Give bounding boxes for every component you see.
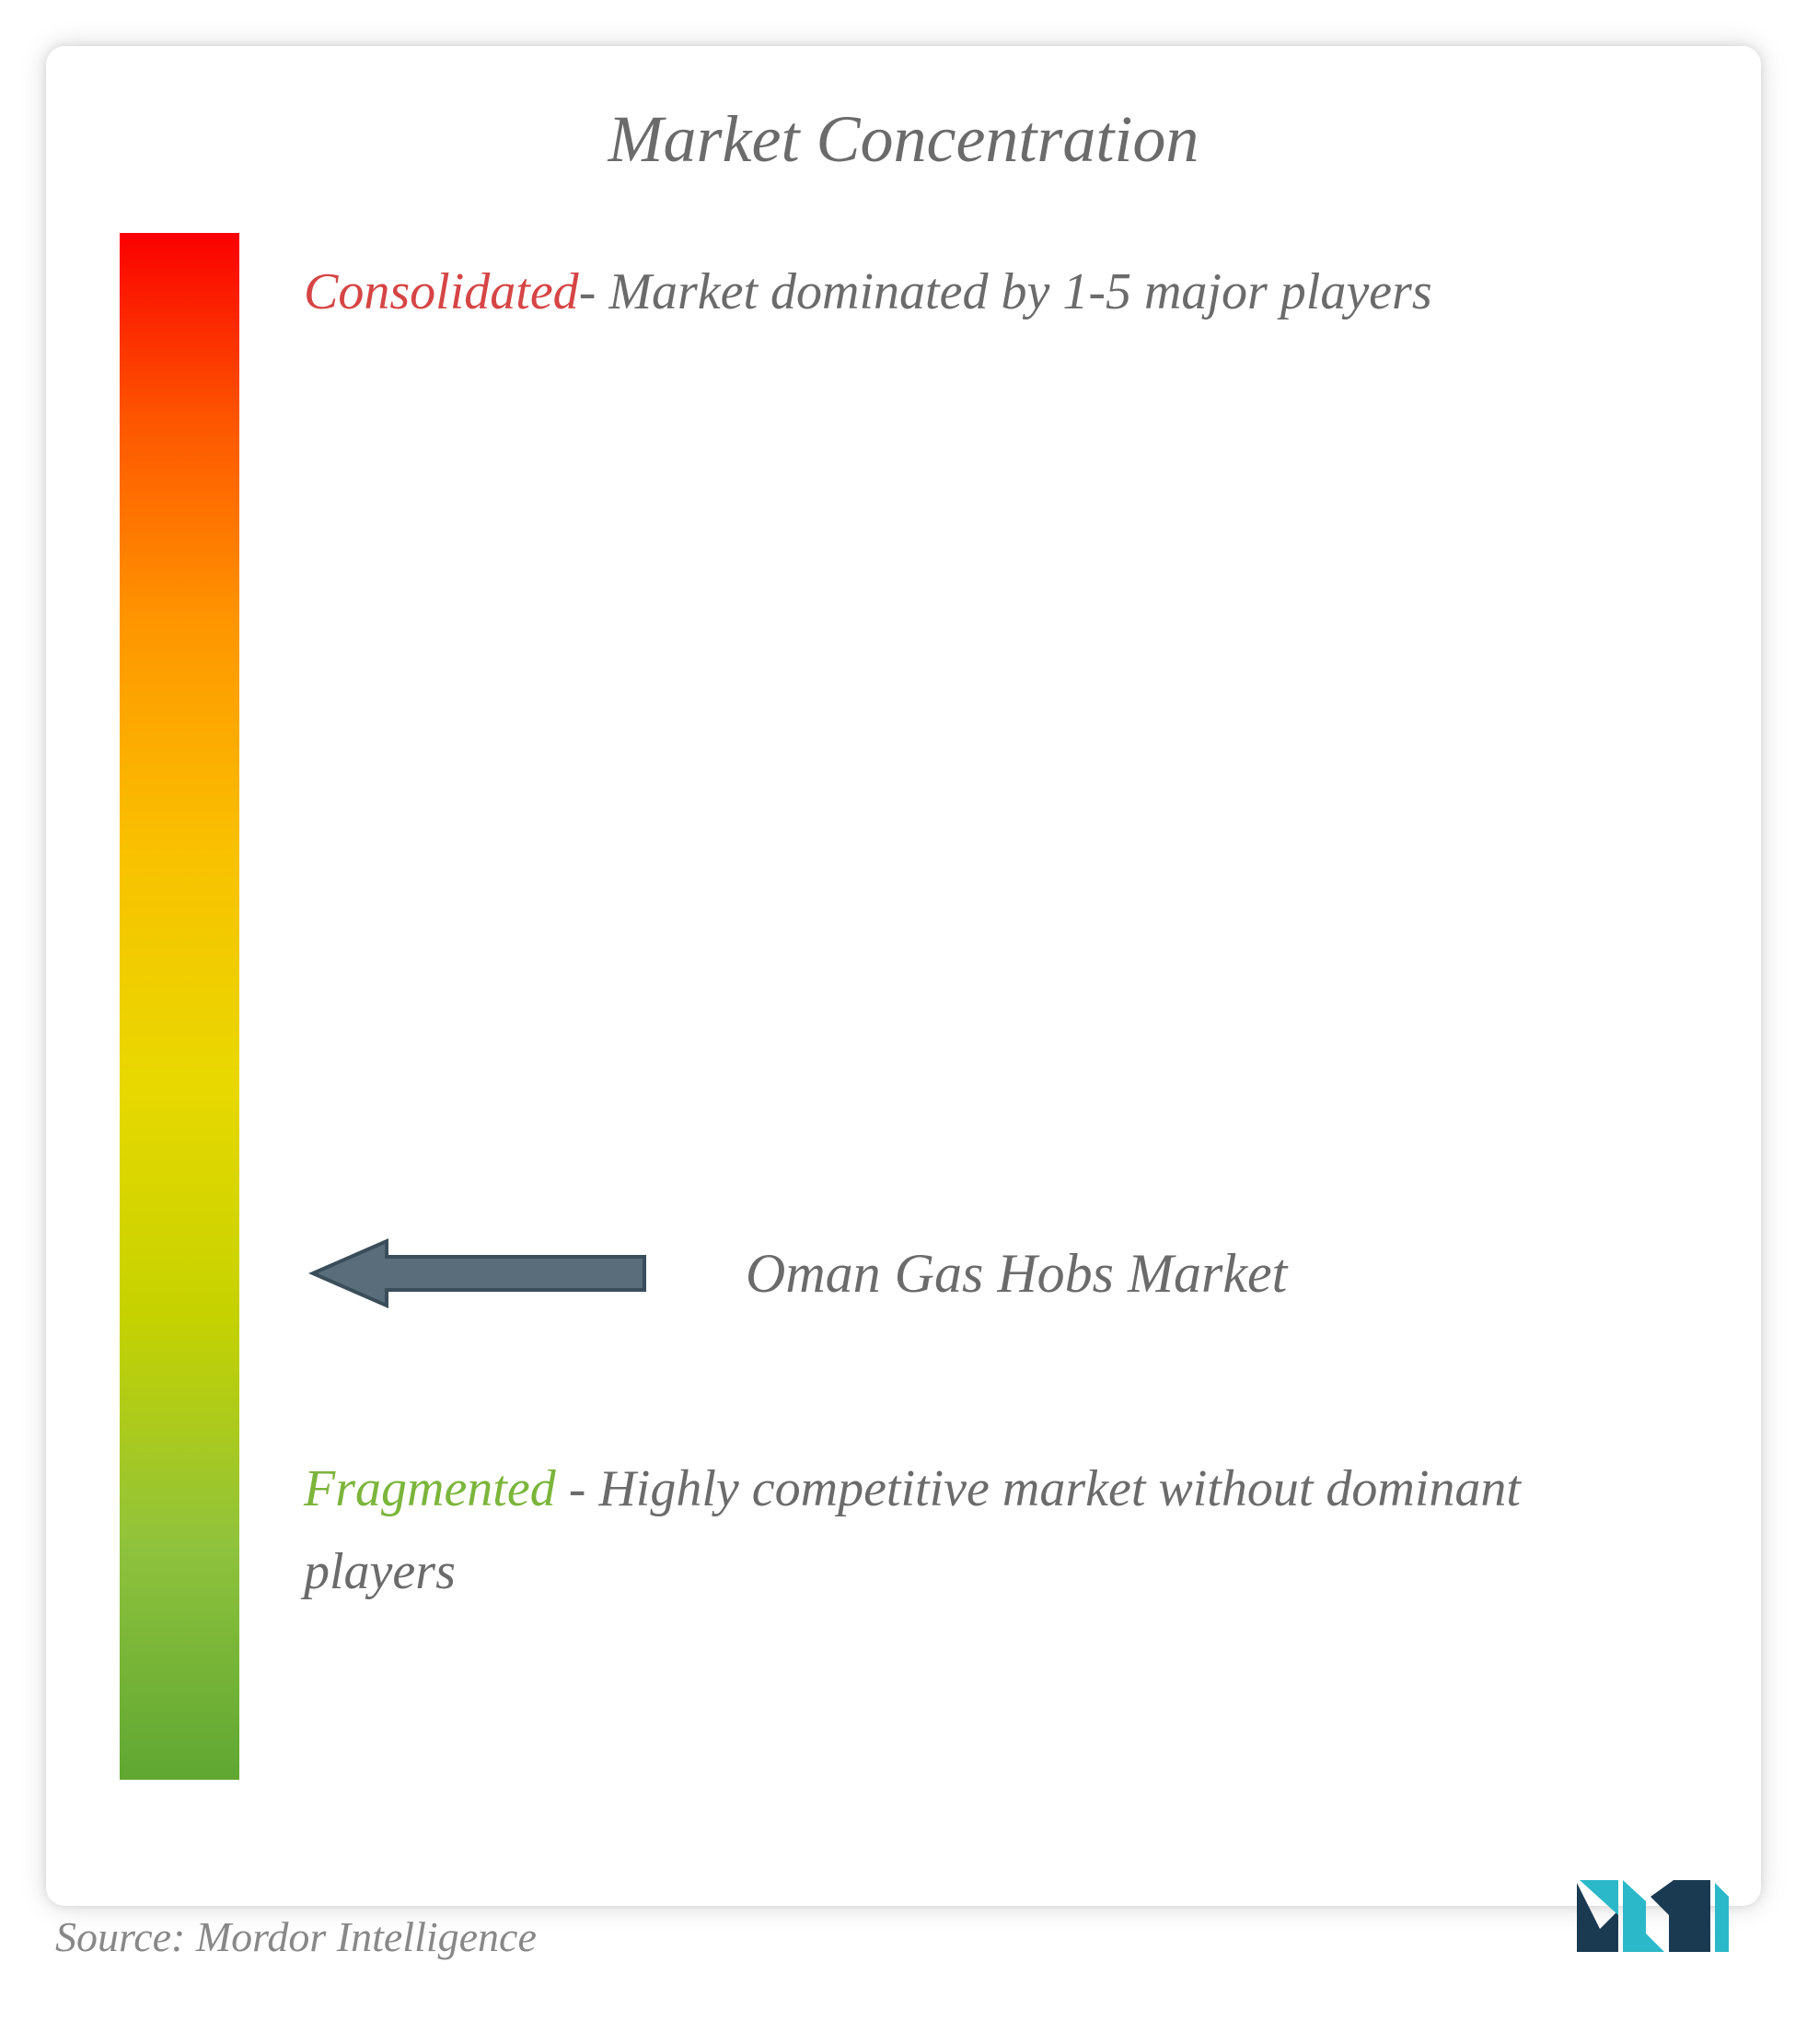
chart-title: Market Concentration <box>120 101 1687 178</box>
concentration-gradient-bar <box>120 233 239 1780</box>
fragmented-label: Fragmented <box>304 1460 556 1517</box>
source-attribution: Source: Mordor Intelligence <box>55 1912 537 1961</box>
footer: Source: Mordor Intelligence <box>55 1869 1733 1961</box>
source-prefix: Source: <box>55 1913 196 1960</box>
market-indicator: Oman Gas Hobs Market <box>304 1227 1287 1319</box>
consolidated-desc-text: - Market dominated by 1-5 major players <box>579 263 1432 320</box>
market-name-label: Oman Gas Hobs Market <box>746 1242 1287 1306</box>
source-name: Mordor Intelligence <box>196 1913 537 1960</box>
consolidated-label: Consolidated <box>304 263 579 320</box>
infographic-card: Market Concentration Consolidated- M <box>46 46 1761 1906</box>
indicator-arrow-icon <box>304 1227 654 1319</box>
consolidated-description: Consolidated- Market dominated by 1-5 ma… <box>304 251 1685 334</box>
fragmented-description: Fragmented - Highly competitive market w… <box>304 1448 1685 1613</box>
content-area: Consolidated- Market dominated by 1-5 ma… <box>120 233 1687 1844</box>
mordor-logo-icon <box>1568 1869 1733 1961</box>
